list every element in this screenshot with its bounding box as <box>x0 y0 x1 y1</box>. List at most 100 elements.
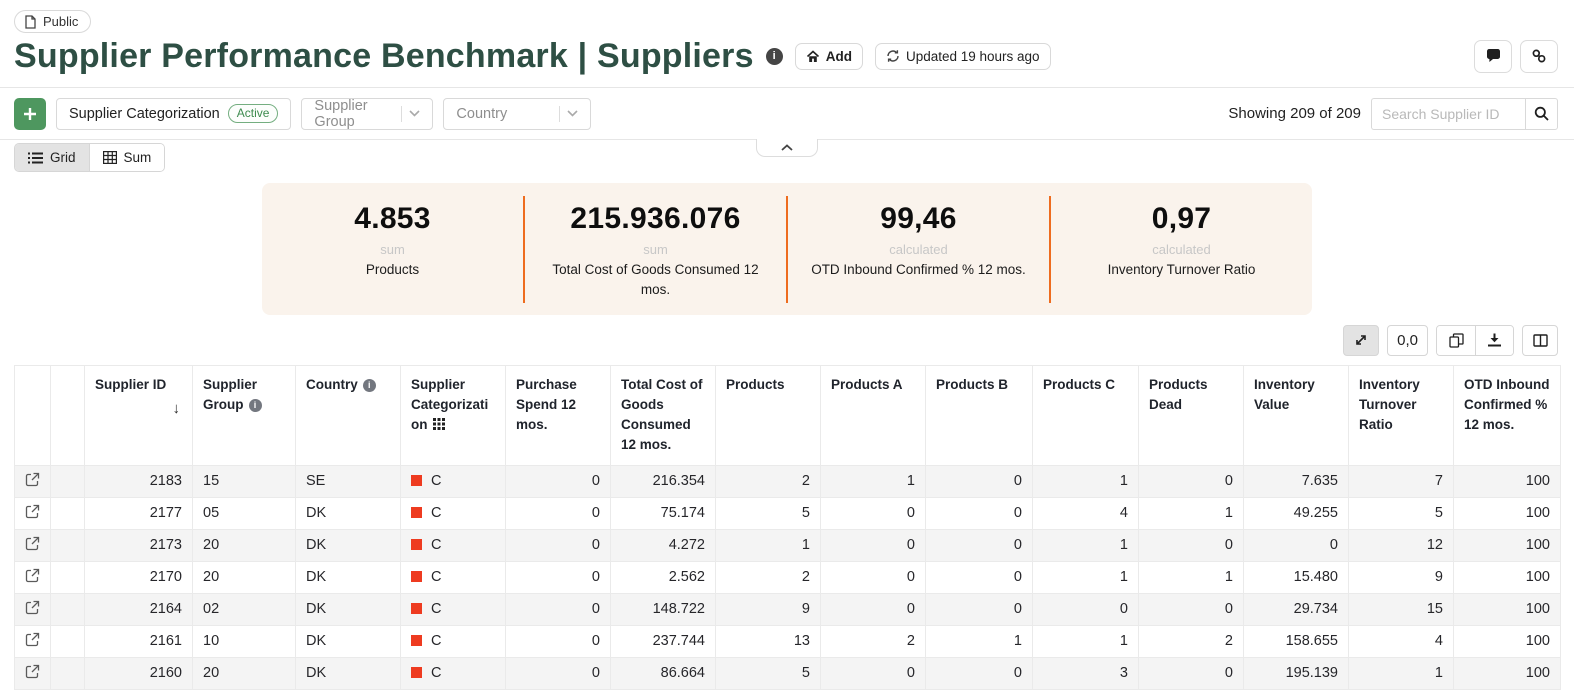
open-record-button[interactable] <box>14 625 51 658</box>
col-purchase-spend[interactable]: Purchase Spend 12 mos. <box>505 364 611 466</box>
cell-products-c: 3 <box>1032 657 1139 690</box>
table-row: 2177 05 DK C 0 75.174 5 0 0 4 1 49.255 5… <box>14 497 1561 530</box>
stat-method: sum <box>643 242 668 257</box>
stat-method: calculated <box>889 242 948 257</box>
add-button[interactable]: Add <box>794 42 863 70</box>
col-products-b[interactable]: Products B <box>925 364 1033 466</box>
cell-purchase-spend: 0 <box>505 657 611 690</box>
grid-dots-icon[interactable] <box>432 418 445 430</box>
page-header: Public Supplier Performance Benchmark | … <box>0 0 1574 88</box>
columns-button[interactable] <box>1522 324 1558 356</box>
filter-bar: Supplier Categorization Active Supplier … <box>0 88 1574 157</box>
col-products-dead[interactable]: Products Dead <box>1138 364 1244 466</box>
expand-table-button[interactable] <box>1343 324 1380 356</box>
col-inventory-value[interactable]: Inventory Value <box>1243 364 1349 466</box>
col-label: Total Cost of Goods Consumed 12 mos. <box>621 376 703 453</box>
cell-inventory-value: 158.655 <box>1243 625 1349 658</box>
table-icon <box>102 151 117 164</box>
active-badge: Active <box>227 104 279 123</box>
open-record-button[interactable] <box>14 497 51 530</box>
export-group <box>1436 324 1514 356</box>
cell-country: SE <box>295 465 401 498</box>
cell-products: 5 <box>715 497 821 530</box>
cell-supplier-group: 05 <box>192 497 296 530</box>
filter-country[interactable]: Country <box>443 97 592 130</box>
col-supplier-group[interactable]: Supplier Group i <box>192 364 296 466</box>
open-record-button[interactable] <box>14 561 51 594</box>
updated-status[interactable]: Updated 19 hours ago <box>874 42 1051 70</box>
download-button[interactable] <box>1475 325 1513 355</box>
col-label: Products <box>726 376 785 392</box>
info-icon[interactable]: i <box>765 47 783 65</box>
share-link-button[interactable] <box>1520 39 1558 73</box>
cell-country: DK <box>295 625 401 658</box>
cell-categorization: C <box>400 593 506 626</box>
tab-grid[interactable]: Grid <box>15 144 90 171</box>
tab-sum[interactable]: Sum <box>89 144 165 171</box>
cell-products-c: 0 <box>1032 593 1139 626</box>
cell-products-a: 0 <box>820 529 926 562</box>
open-record-button[interactable] <box>14 593 51 626</box>
cell-total-cost: 2.562 <box>610 561 716 594</box>
stat-value: 215.936.076 <box>570 202 741 235</box>
search-button[interactable] <box>1525 97 1558 130</box>
cell-products-dead: 2 <box>1138 625 1244 658</box>
info-icon[interactable]: i <box>248 399 262 412</box>
cell-inventory-value: 29.734 <box>1243 593 1349 626</box>
filter-supplier-group[interactable]: Supplier Group <box>301 97 434 130</box>
external-link-icon <box>25 568 40 587</box>
col-inventory-turnover-ratio[interactable]: Inventory Turnover Ratio <box>1348 364 1454 466</box>
cell-products-b: 0 <box>925 465 1033 498</box>
cell-products-a: 0 <box>820 657 926 690</box>
search-input[interactable] <box>1371 97 1525 130</box>
public-badge-label: Public <box>43 14 79 29</box>
cell-total-cost: 237.744 <box>610 625 716 658</box>
sort-desc-icon[interactable]: ↓ <box>172 399 181 417</box>
col-products-a[interactable]: Products A <box>820 364 926 466</box>
external-link-icon <box>25 504 40 523</box>
stat-value: 4.853 <box>354 202 431 235</box>
open-record-button[interactable] <box>14 657 51 690</box>
view-tabs: Grid Sum <box>14 143 166 172</box>
filter-supplier-categorization[interactable]: Supplier Categorization Active <box>56 97 292 130</box>
open-record-button[interactable] <box>14 465 51 498</box>
cell-inventory-value: 49.255 <box>1243 497 1349 530</box>
cell-products-a: 2 <box>820 625 926 658</box>
cell-products-a: 1 <box>820 465 926 498</box>
home-icon <box>806 50 820 63</box>
cell-products-b: 0 <box>925 657 1033 690</box>
summary-band: 4.853 sum Products 215.936.076 sum Total… <box>262 183 1312 315</box>
copy-button[interactable] <box>1437 325 1475 355</box>
external-link-icon <box>25 632 40 651</box>
download-icon <box>1487 333 1502 347</box>
collapse-panel-button[interactable] <box>756 139 818 157</box>
decimal-format-button[interactable]: 0,0 <box>1387 324 1428 356</box>
col-total-cost[interactable]: Total Cost of Goods Consumed 12 mos. <box>610 364 716 466</box>
updated-label: Updated 19 hours ago <box>905 48 1040 64</box>
col-label: Products A <box>831 376 903 392</box>
table-row: 2160 20 DK C 0 86.664 5 0 0 3 0 195.139 … <box>14 657 1561 690</box>
col-supplier-id[interactable]: Supplier ID ↓ <box>84 364 193 466</box>
add-filter-button[interactable] <box>14 97 46 130</box>
cell-purchase-spend: 0 <box>505 465 611 498</box>
col-label: Inventory Turnover Ratio <box>1359 376 1420 433</box>
open-record-button[interactable] <box>14 529 51 562</box>
cell-country: DK <box>295 593 401 626</box>
col-country[interactable]: Country i <box>295 364 401 466</box>
col-supplier-categorization[interactable]: Supplier Categorization <box>400 364 506 466</box>
col-products-c[interactable]: Products C <box>1032 364 1139 466</box>
col-label: Supplier Categorization <box>411 376 489 433</box>
col-row-actions <box>14 364 51 466</box>
cell-products: 1 <box>715 529 821 562</box>
cell-supplier-group: 10 <box>192 625 296 658</box>
public-badge[interactable]: Public <box>14 10 92 33</box>
col-otd-inbound[interactable]: OTD Inbound Confirmed % 12 mos. <box>1453 364 1561 466</box>
cell-inventory-value: 0 <box>1243 529 1349 562</box>
cell-turnover-ratio: 15 <box>1348 593 1454 626</box>
cell-turnover-ratio: 4 <box>1348 625 1454 658</box>
info-icon[interactable]: i <box>362 378 376 392</box>
comments-button[interactable] <box>1474 39 1512 73</box>
col-products[interactable]: Products <box>715 364 821 466</box>
cell-supplier-id: 2170 <box>84 561 193 594</box>
stat-value: 0,97 <box>1151 202 1212 235</box>
